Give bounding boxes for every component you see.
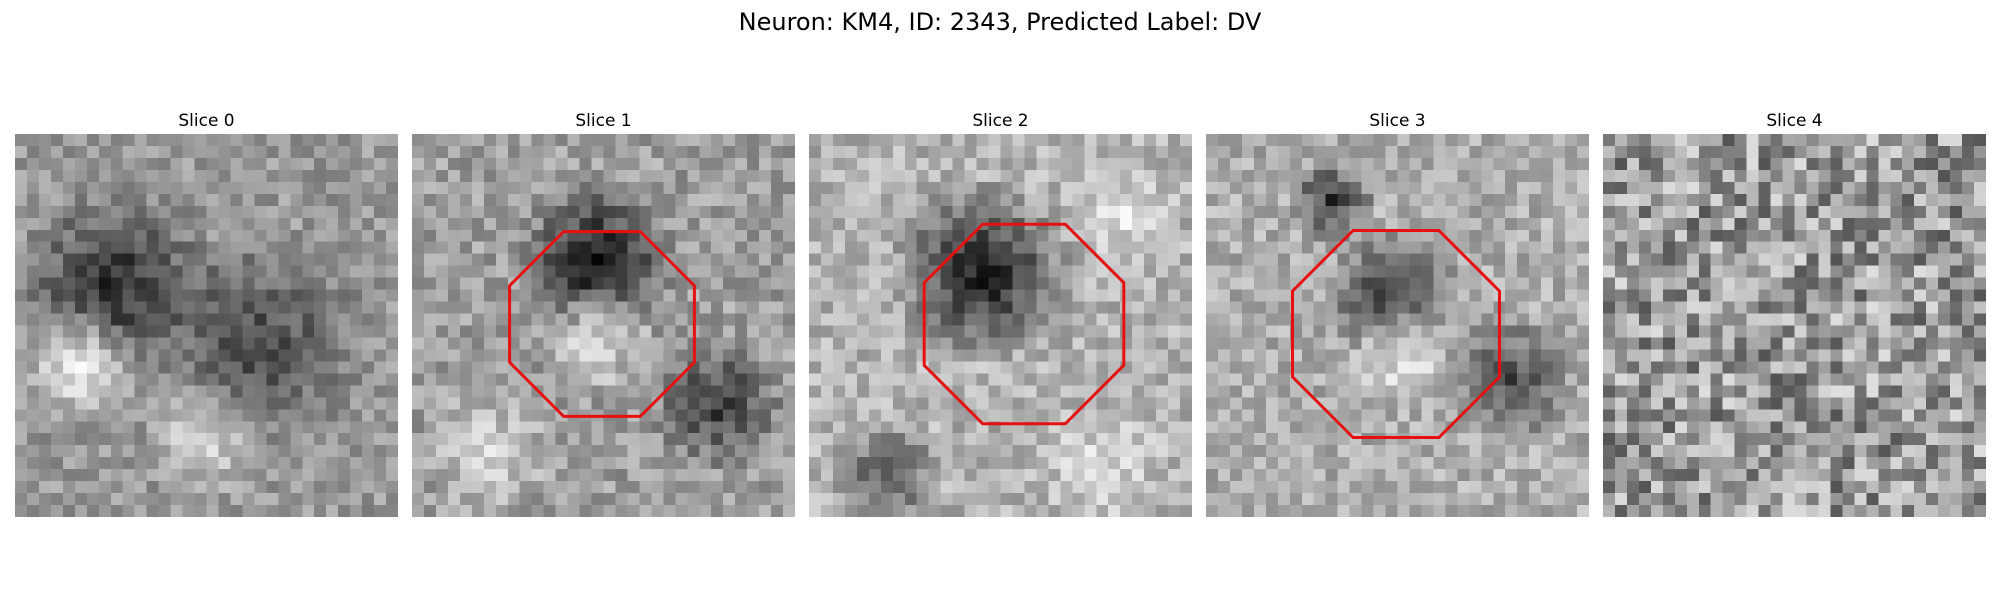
slice-texture-0 xyxy=(15,134,398,517)
slice-image-1 xyxy=(412,134,795,517)
slice-panel-0: Slice 0 xyxy=(15,108,398,517)
slice-image-4 xyxy=(1603,134,1986,517)
slice-title-4: Slice 4 xyxy=(1766,111,1823,131)
slice-texture-3 xyxy=(1206,134,1589,517)
slice-title-0: Slice 0 xyxy=(178,111,235,131)
roi-octagon-1 xyxy=(508,230,696,418)
roi-octagon-2 xyxy=(922,222,1126,426)
slice-texture-4 xyxy=(1603,134,1986,517)
slice-title-1: Slice 1 xyxy=(575,111,632,131)
slice-texture-1 xyxy=(412,134,795,517)
figure-title: Neuron: KM4, ID: 2343, Predicted Label: … xyxy=(738,8,1262,36)
roi-outline-2 xyxy=(922,222,1126,426)
roi-outline-1 xyxy=(508,230,696,418)
slice-panel-2: Slice 2 xyxy=(809,108,1192,517)
slice-texture-2 xyxy=(809,134,1192,517)
slice-title-2: Slice 2 xyxy=(972,111,1029,131)
slice-panel-3: Slice 3 xyxy=(1206,108,1589,517)
roi-outline-3 xyxy=(1291,229,1501,439)
slice-panel-4: Slice 4 xyxy=(1603,108,1986,517)
slice-panel-1: Slice 1 xyxy=(412,108,795,517)
slice-title-3: Slice 3 xyxy=(1369,111,1426,131)
slice-image-3 xyxy=(1206,134,1589,517)
slice-image-2 xyxy=(809,134,1192,517)
roi-octagon-3 xyxy=(1291,229,1501,439)
slice-image-0 xyxy=(15,134,398,517)
